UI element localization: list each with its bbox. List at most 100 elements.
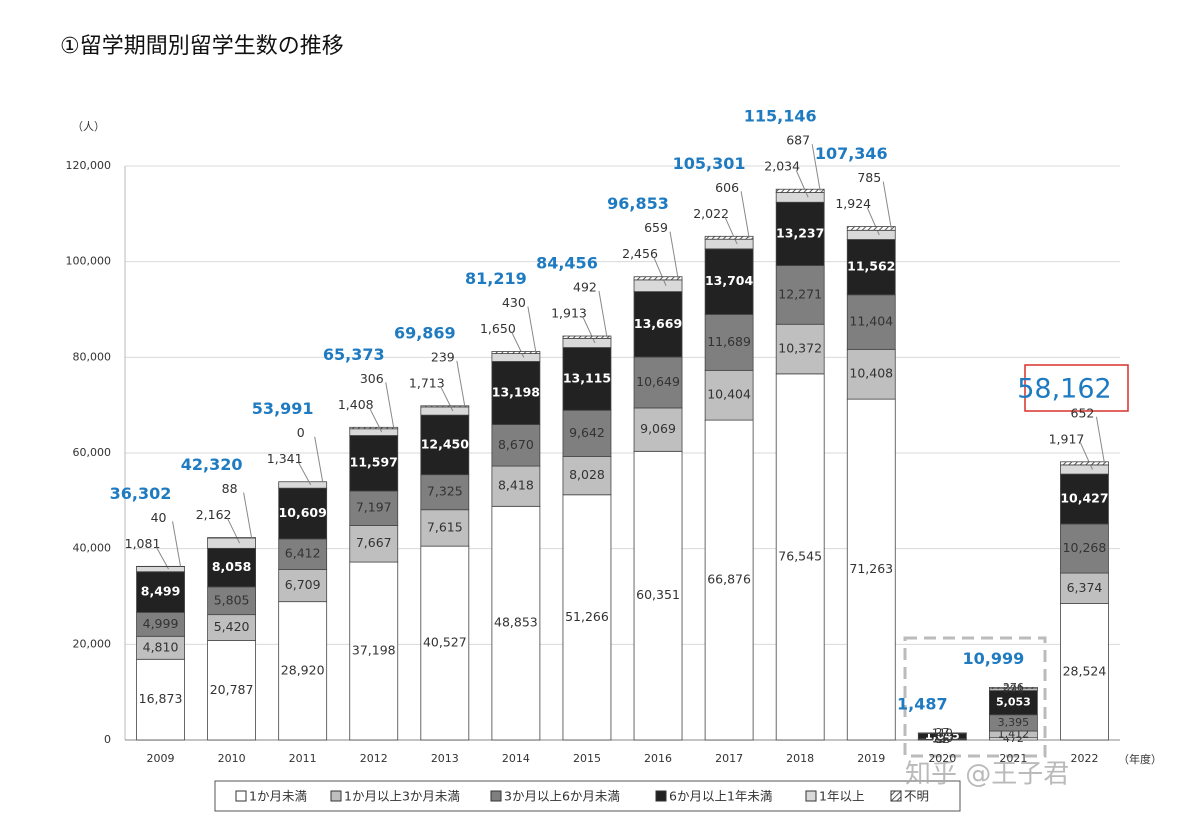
bar-segment — [136, 658, 185, 741]
bar-segment — [349, 435, 399, 492]
y-tick-label: 120,000 — [66, 159, 112, 172]
bar-segment — [420, 414, 470, 476]
legend-swatch — [655, 790, 667, 802]
bar-segment — [349, 490, 399, 526]
y-tick-label: 0 — [104, 733, 111, 746]
legend-swatch — [235, 790, 247, 802]
bar-segment — [562, 455, 612, 496]
value-label: 1,341 — [267, 451, 303, 466]
x-tick-label: 2020 — [928, 752, 956, 765]
bar-segment — [775, 188, 825, 193]
value-label: 606 — [715, 180, 739, 195]
value-label: 48,853 — [494, 615, 538, 630]
value-label: 10,404 — [707, 387, 751, 402]
value-label: 785 — [857, 170, 881, 185]
value-label: 20,787 — [210, 682, 254, 697]
bar-segment — [491, 505, 541, 741]
chart-title: ①留学期間別留学生数の推移 — [60, 34, 344, 59]
value-label: 10,609 — [279, 505, 327, 520]
value-label: 88 — [222, 481, 238, 496]
value-label: 306 — [360, 371, 384, 386]
x-tick-label: 2017 — [715, 752, 743, 765]
value-label: 76,545 — [778, 548, 822, 563]
value-label: 27 — [935, 726, 949, 739]
bar-segment — [1060, 603, 1109, 741]
leader-line — [227, 518, 241, 544]
x-tick-label: 2009 — [147, 752, 175, 765]
value-label: 8,418 — [498, 478, 534, 493]
x-tick-label: 2015 — [573, 752, 601, 765]
bar-segment — [846, 294, 896, 350]
legend-label: 6か月以上1年未満 — [669, 789, 772, 804]
leader-line — [298, 462, 312, 486]
total-label: 105,301 — [673, 154, 746, 173]
bar-segment — [1060, 461, 1109, 466]
value-label: 4,999 — [143, 616, 179, 631]
value-label: 1,913 — [551, 306, 587, 321]
value-label: 2,034 — [764, 159, 800, 174]
value-label: 13,237 — [776, 225, 824, 240]
bar-segment — [349, 428, 399, 436]
value-label: 7,667 — [356, 535, 392, 550]
bar-segment — [491, 465, 541, 507]
y-tick-label: 100,000 — [66, 255, 112, 268]
bar-segment — [207, 547, 257, 588]
x-tick-label: 2018 — [786, 752, 814, 765]
value-label: 1,081 — [125, 536, 161, 551]
x-tick-label: 2013 — [431, 752, 459, 765]
value-label: 5,805 — [214, 592, 250, 607]
bar-segment — [349, 426, 399, 430]
value-label: 10,408 — [849, 366, 893, 381]
leader-line — [243, 492, 253, 538]
value-label: 3,395 — [998, 716, 1030, 729]
value-label: 652 — [1071, 405, 1095, 420]
legend-label: 1か月以上3か月未満 — [344, 789, 460, 804]
value-label: 7,325 — [427, 484, 463, 499]
leader-line — [456, 360, 466, 407]
value-label: 8,028 — [569, 467, 605, 482]
bar-segment — [207, 640, 257, 741]
value-label: 6,374 — [1067, 580, 1103, 595]
value-label: 10,268 — [1063, 540, 1107, 555]
bar-segment — [1060, 464, 1109, 475]
bar-segment — [988, 686, 1038, 690]
value-label: 2,456 — [622, 246, 658, 261]
x-tick-label: 2010 — [218, 752, 246, 765]
bar-segment — [278, 481, 328, 489]
bar-segment — [846, 398, 896, 741]
bar-segment — [420, 545, 470, 741]
leader-line — [598, 290, 608, 338]
bar-segment — [278, 569, 328, 603]
bar-segment — [349, 524, 399, 563]
value-label: 276 — [1003, 681, 1024, 694]
value-label: 2,022 — [693, 206, 729, 221]
value-label: 66,876 — [707, 572, 751, 587]
value-label: 12,450 — [421, 436, 470, 451]
bar-segment — [775, 192, 825, 203]
value-label: 1,650 — [480, 321, 516, 336]
value-label: 11,404 — [849, 314, 893, 329]
bar-segment — [420, 474, 470, 511]
value-label: 430 — [502, 295, 526, 310]
bar-segment — [1060, 473, 1109, 525]
value-label: 1,408 — [338, 397, 374, 412]
bar-segment — [704, 369, 754, 421]
bar-segment — [704, 238, 754, 250]
y-tick-label: 60,000 — [73, 446, 112, 459]
value-label: 687 — [786, 133, 810, 148]
bar-segment — [846, 226, 896, 231]
leader-line — [172, 521, 182, 567]
total-label: 58,162 — [1017, 373, 1111, 404]
value-label: 659 — [644, 220, 668, 235]
total-label: 84,456 — [536, 254, 598, 273]
bar-segment — [136, 566, 185, 573]
value-label: 1,924 — [835, 196, 871, 211]
y-tick-label: 80,000 — [73, 350, 112, 363]
total-label: 81,219 — [465, 269, 527, 288]
value-label: 6,709 — [285, 577, 321, 592]
legend-label: 1年以上 — [819, 789, 864, 804]
leader-line — [882, 181, 892, 229]
legend-label: 3か月以上6か月未満 — [504, 789, 620, 804]
value-label: 5,420 — [214, 619, 250, 634]
bar-segment — [775, 265, 825, 325]
